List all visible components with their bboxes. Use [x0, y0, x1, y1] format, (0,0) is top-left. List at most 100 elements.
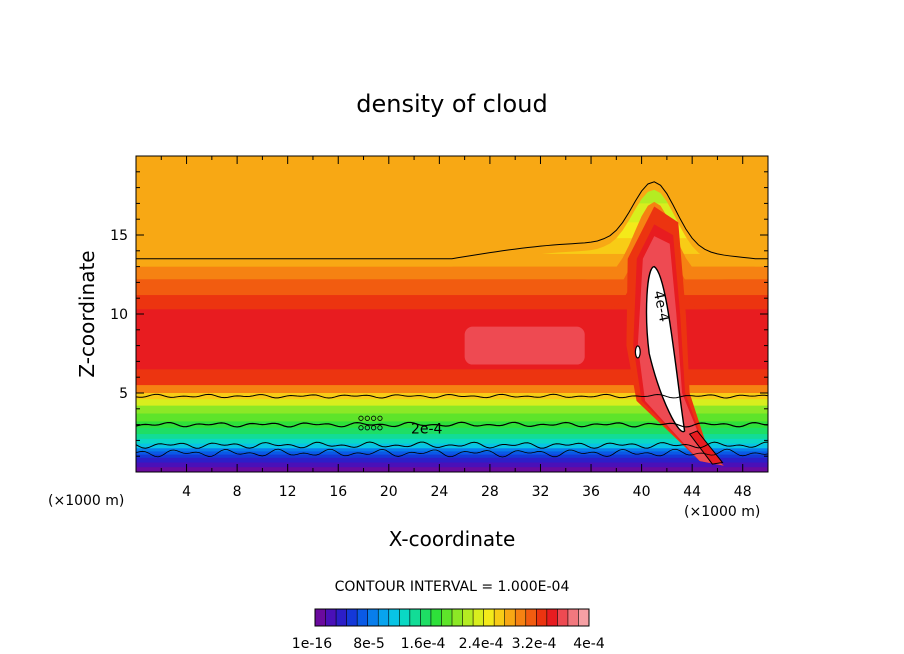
colorbar-swatch-17 — [494, 609, 505, 626]
colorbar-swatch-3 — [346, 609, 358, 626]
x-unit-label-right: (×1000 m) — [684, 504, 760, 520]
colorbar-swatch-20 — [525, 609, 537, 626]
colorbar-swatch-15 — [473, 609, 484, 626]
field-band-26 — [136, 462, 768, 468]
colorbar-swatch-4 — [357, 609, 368, 626]
colorbar — [314, 608, 590, 627]
plume-core-fragment — [634, 345, 641, 359]
x-tick-label-0: 4 — [182, 484, 191, 500]
chart-title: density of cloud — [356, 90, 547, 118]
field-band-14 — [136, 399, 768, 407]
x-axis-ticks: 4 8 12 16 20 24 28 32 36 40 44 48 — [160, 156, 752, 500]
field-band-27 — [136, 467, 768, 472]
colorbar-swatch-11 — [430, 609, 442, 626]
colorbar-swatch-6 — [378, 609, 390, 626]
field-band-8 — [136, 279, 768, 296]
colorbar-label-3: 2.4e-4 — [459, 636, 504, 652]
pink-patch — [464, 326, 585, 365]
contour-cluster-6 — [371, 415, 377, 421]
colorbar-label-5: 4e-4 — [573, 636, 605, 652]
density-field — [136, 156, 768, 472]
field-band-19 — [136, 434, 768, 440]
x-tick-label-2: 12 — [279, 484, 297, 500]
y-tick-label-0: 5 — [119, 386, 128, 402]
y-axis-ticks: 5 10 15 — [110, 171, 768, 457]
x-tick-label-3: 16 — [329, 484, 347, 500]
contour-cluster-0 — [358, 425, 364, 431]
colorbar-swatch-23 — [557, 609, 569, 626]
contour-line-2e-4 — [136, 421, 768, 428]
x-tick-label-11: 48 — [734, 484, 752, 500]
contour-cluster-2 — [371, 425, 377, 431]
plume-core — [645, 265, 686, 433]
colorbar-swatch-22 — [546, 609, 558, 626]
contour-label-text-1: 2e-4 — [411, 422, 443, 438]
contour-label-1: 2e-4 — [411, 422, 443, 438]
field-band-13 — [136, 393, 768, 400]
colorbar-label-1: 8e-5 — [353, 636, 384, 652]
y-axis-label: Z-coordinate — [75, 250, 99, 377]
colorbar-label-0: 1e-16 — [292, 636, 332, 652]
colorbar-swatch-0 — [315, 609, 326, 626]
colorbar-swatch-1 — [325, 609, 337, 626]
colorbar-swatch-21 — [536, 609, 548, 626]
field-band-25 — [136, 457, 768, 464]
contour-line-low — [136, 441, 768, 449]
contour-cluster-3 — [377, 425, 383, 431]
colorbar-swatch-19 — [515, 609, 527, 626]
field-band-23 — [136, 451, 768, 456]
colorbar-swatch-18 — [504, 609, 516, 626]
field-band-20 — [136, 438, 768, 445]
x-axis-label: X-coordinate — [389, 527, 516, 551]
field-band-9 — [136, 295, 768, 310]
field-band-21 — [136, 443, 768, 449]
x-tick-label-10: 44 — [683, 484, 701, 500]
x-tick-label-6: 28 — [481, 484, 499, 500]
plume-wisp — [688, 430, 724, 465]
y-tick-label-1: 10 — [110, 307, 128, 323]
x-tick-label-8: 36 — [582, 484, 600, 500]
x-unit-label-left: (×1000 m) — [48, 493, 124, 509]
contour-interval-text: CONTOUR INTERVAL = 1.000E-04 — [335, 579, 570, 595]
field-band-16 — [136, 413, 768, 423]
colorbar-labels: 1e-16 8e-5 1.6e-4 2.4e-4 3.2e-4 4e-4 — [292, 636, 605, 652]
colorbar-swatch-25 — [578, 609, 590, 626]
contour-cluster-4 — [358, 415, 364, 421]
colorbar-swatch-14 — [462, 609, 474, 626]
field-band-12 — [136, 385, 768, 394]
x-tick-label-4: 20 — [380, 484, 398, 500]
colorbar-swatch-16 — [483, 609, 495, 626]
colorbar-swatch-7 — [388, 609, 400, 626]
contour-label-0: 4e-4 — [650, 289, 672, 323]
colorbar-swatch-12 — [441, 609, 453, 626]
colorbar-swatch-5 — [367, 609, 379, 626]
contour-line-mid — [136, 393, 768, 399]
colorbar-swatch-24 — [567, 609, 579, 626]
contour-cluster-7 — [377, 415, 383, 421]
field-band-15 — [136, 405, 768, 415]
field-band-18 — [136, 427, 768, 435]
contour-cluster-5 — [364, 415, 370, 421]
x-tick-label-7: 32 — [532, 484, 550, 500]
contour-line-lowest — [136, 448, 768, 458]
colorbar-swatch-13 — [452, 609, 463, 626]
colorbar-label-4: 3.2e-4 — [512, 636, 557, 652]
colorbar-swatch-10 — [420, 609, 432, 626]
colorbar-label-2: 1.6e-4 — [401, 636, 446, 652]
colorbar-frame — [314, 608, 590, 627]
x-tick-label-1: 8 — [233, 484, 242, 500]
contour-line-upper — [136, 181, 768, 260]
field-band-11 — [136, 369, 768, 386]
field-band-22 — [136, 448, 768, 453]
contour-cluster-1 — [364, 425, 370, 431]
contour-label-text-0: 4e-4 — [650, 289, 672, 323]
y-tick-label-2: 15 — [110, 228, 128, 244]
x-tick-label-5: 24 — [430, 484, 448, 500]
colorbar-swatch-2 — [336, 609, 347, 626]
contour-lines: 4e-4 2e-4 — [136, 181, 768, 458]
colorbar-swatch-8 — [399, 609, 411, 626]
colorbar-swatch-9 — [409, 609, 421, 626]
x-tick-label-9: 40 — [633, 484, 651, 500]
upper-band-6 — [136, 156, 768, 267]
